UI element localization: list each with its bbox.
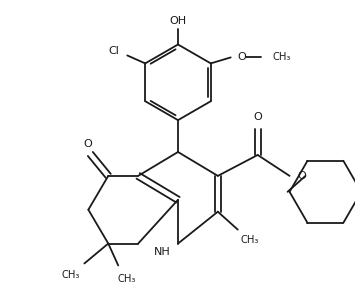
Text: O: O [298,171,306,181]
Text: CH₃: CH₃ [273,52,291,62]
Text: CH₃: CH₃ [61,270,80,280]
Text: OH: OH [169,15,187,26]
Text: Cl: Cl [108,46,119,56]
Text: O: O [253,112,262,122]
Text: NH: NH [154,246,171,257]
Text: O: O [83,139,92,149]
Text: CH₃: CH₃ [241,235,259,245]
Text: CH₃: CH₃ [117,274,135,284]
Text: O: O [238,52,246,62]
